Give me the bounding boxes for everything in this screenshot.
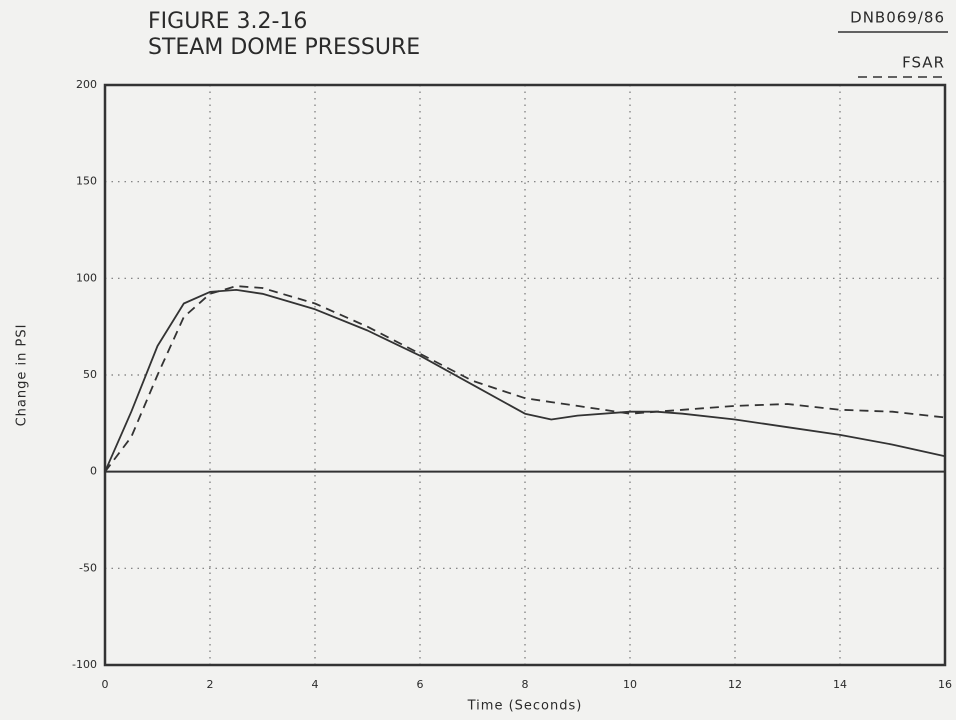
chart-subtitle: STEAM DOME PRESSURE [148, 35, 420, 60]
x-tick-label: 2 [207, 678, 214, 691]
y-tick-label: 0 [90, 465, 97, 478]
y-tick-label: 150 [76, 175, 97, 188]
y-axis-label: Change in PSI [15, 324, 30, 427]
y-tick-label: 200 [76, 78, 97, 91]
series-line [104, 285, 946, 473]
y-tick-label: 100 [76, 271, 97, 284]
plot-frame [103, 83, 947, 667]
x-tick-label: 4 [312, 678, 319, 691]
legend-label: DNB069/86 [850, 9, 945, 27]
chart-title: FIGURE 3.2-16 [148, 9, 307, 34]
series-line [104, 289, 946, 473]
x-tick-label: 16 [938, 678, 952, 691]
y-tick-label: 50 [83, 368, 97, 381]
x-tick-label: 14 [833, 678, 847, 691]
x-tick-label: 12 [728, 678, 742, 691]
x-tick-label: 10 [623, 678, 637, 691]
x-axis-label: Time (Seconds) [467, 699, 583, 714]
legend-label: FSAR [902, 54, 945, 72]
x-tick-label: 0 [102, 678, 109, 691]
y-tick-label: -100 [72, 658, 97, 671]
y-tick-label: -50 [79, 561, 97, 574]
x-tick-label: 6 [417, 678, 424, 691]
x-tick-label: 8 [522, 678, 529, 691]
